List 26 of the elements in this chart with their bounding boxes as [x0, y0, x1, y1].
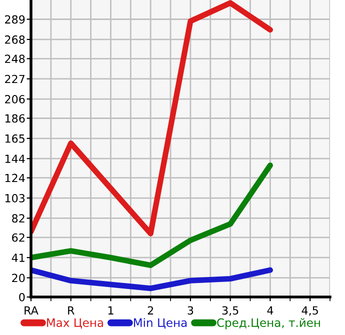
x-tick-label: 3	[188, 306, 194, 315]
x-tick-label: 1	[108, 306, 114, 314]
y-tick-label: 62	[12, 233, 24, 242]
y-tick-label: 82	[12, 214, 24, 223]
x-tick-label: 4	[267, 306, 274, 314]
y-tick-label: 103	[5, 194, 25, 202]
y-tick-label: 206	[5, 94, 25, 104]
y-tick-label: 20	[12, 274, 25, 282]
y-tick-label: 124	[5, 174, 25, 182]
x-tick-label: RA	[24, 306, 38, 314]
y-tick-label: 41	[12, 254, 24, 262]
x-tick-label: 2	[148, 306, 154, 314]
legend-label: Min Цена	[134, 318, 187, 329]
y-tick-label: 289	[5, 15, 25, 24]
x-tick-label: 3,5	[222, 306, 238, 316]
x-tick-label: 4,5	[302, 306, 318, 316]
y-tick-label: 186	[5, 114, 25, 123]
legend-label: Сред.Цена, т.йен	[217, 318, 320, 330]
y-tick-label: 165	[5, 134, 24, 143]
x-tick-label: R	[68, 306, 74, 314]
legend-label: Max Цена	[47, 318, 103, 329]
y-tick-label: 248	[5, 54, 25, 64]
y-tick-label: 268	[5, 35, 25, 44]
y-tick-label: 227	[5, 74, 24, 84]
y-tick-label: 0	[19, 292, 25, 302]
y-tick-label: 144	[5, 154, 25, 163]
